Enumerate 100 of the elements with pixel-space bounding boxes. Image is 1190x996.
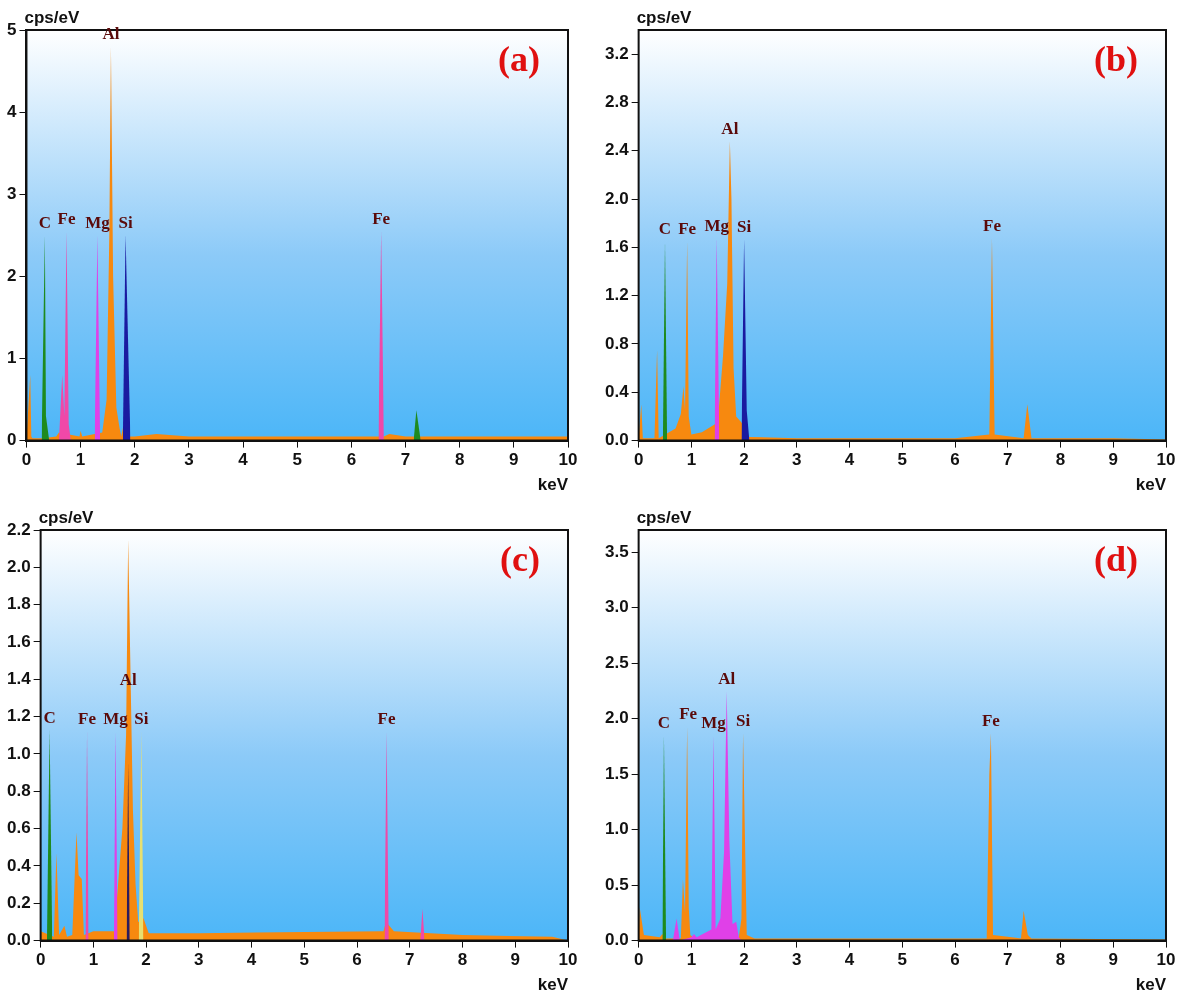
x-tick-label: 4 [844, 450, 855, 470]
y-tick-label: 0.4 [604, 381, 630, 401]
x-tick-label: 8 [454, 450, 465, 470]
y-tick-label: 2.4 [604, 140, 630, 160]
x-tick-label: 9 [509, 450, 519, 470]
y-tick-label: 2.0 [604, 708, 629, 728]
y-tick-label: 0.4 [6, 855, 32, 875]
annotation: Si [118, 213, 133, 233]
x-axis-title: keV [1135, 975, 1167, 995]
x-tick-label: 1 [75, 450, 86, 470]
y-tick-label: 1.2 [604, 285, 629, 305]
x-tick-label: 6 [950, 950, 960, 970]
y-tick-label: 1.8 [6, 594, 31, 614]
x-tick-label: 7 [405, 950, 415, 970]
annotation: Fe [377, 709, 396, 729]
y-axis-title: cps/eV [636, 8, 693, 28]
x-tick-label: 10 [1156, 450, 1176, 470]
annotation: Mg [85, 213, 111, 233]
x-tick-label: 5 [897, 450, 908, 470]
x-tick-label: 2 [141, 950, 151, 970]
y-tick-label: 1 [6, 348, 17, 368]
annotation: C [658, 219, 672, 239]
x-tick-label: 4 [844, 950, 855, 970]
x-tick-label: 7 [1003, 450, 1013, 470]
y-tick-label: 2.2 [6, 519, 31, 539]
y-tick-label: 0.8 [6, 780, 31, 800]
x-tick-label: 2 [739, 950, 749, 970]
x-tick-label: 2 [130, 450, 140, 470]
chart-title: (a) [498, 39, 540, 80]
chart-title: (d) [1094, 539, 1138, 580]
x-tick-label: 8 [457, 950, 468, 970]
annotation: C [38, 213, 52, 233]
x-tick-label: 1 [686, 950, 697, 970]
annotation: Fe [981, 710, 1001, 730]
x-tick-label: 3 [792, 950, 802, 970]
y-tick-label: 3 [6, 183, 17, 203]
y-tick-label: 0.0 [604, 430, 629, 450]
x-axis-title: keV [537, 975, 569, 995]
x-tick-label: 2 [739, 450, 749, 470]
y-axis-title: cps/eV [24, 8, 80, 28]
y-tick-label: 1.0 [6, 743, 31, 763]
y-tick-label: 4 [6, 101, 17, 121]
x-tick-label: 8 [1055, 450, 1066, 470]
y-tick-label: 1.0 [604, 819, 629, 839]
y-tick-label: 3.5 [604, 541, 629, 561]
x-tick-label: 3 [194, 950, 204, 970]
x-tick-label: 6 [346, 450, 357, 470]
x-tick-label: 9 [510, 950, 520, 970]
annotation: Fe [678, 219, 697, 239]
annotation: C [43, 707, 56, 727]
annotation: C [657, 713, 671, 733]
annotation: Al [721, 118, 739, 138]
y-tick-label: 0.0 [604, 930, 629, 950]
y-tick-label: 2.5 [604, 652, 629, 672]
y-tick-label: 2.0 [6, 557, 31, 577]
x-tick-label: 4 [238, 450, 249, 470]
annotation: Fe [983, 215, 1002, 235]
annotation: Si [735, 710, 751, 730]
y-axis-title: cps/eV [38, 508, 95, 528]
annotation: Si [737, 216, 752, 236]
y-tick-label: 2.0 [604, 188, 629, 208]
y-tick-label: 3.0 [604, 597, 629, 617]
y-tick-label: 1.5 [604, 763, 629, 783]
y-tick-label: 0.8 [604, 333, 629, 353]
y-tick-label: 3.2 [604, 43, 629, 63]
x-tick-label: 7 [1003, 950, 1013, 970]
y-axis-title: cps/eV [636, 508, 693, 528]
annotation: Si [134, 709, 149, 729]
x-axis-title: keV [537, 475, 569, 495]
y-tick-label: 0.6 [6, 818, 31, 838]
y-tick-label: 2 [6, 266, 17, 286]
annotation: Al [718, 668, 736, 688]
x-tick-label: 10 [1156, 950, 1176, 970]
y-tick-label: 0.2 [6, 892, 31, 912]
x-tick-label: 4 [246, 950, 257, 970]
x-tick-label: 0 [633, 950, 644, 970]
y-tick-label: 1.4 [6, 669, 32, 688]
y-tick-label: 5 [6, 19, 17, 39]
x-tick-label: 8 [1055, 950, 1066, 970]
annotation: Fe [679, 704, 698, 724]
x-tick-label: 9 [1108, 950, 1118, 970]
x-tick-label: 5 [897, 950, 908, 970]
y-tick-label: 1.6 [6, 631, 31, 651]
x-tick-label: 7 [400, 450, 411, 470]
x-tick-label: 3 [792, 450, 802, 470]
y-tick-label: 0.5 [604, 874, 629, 894]
x-tick-label: 1 [88, 950, 99, 970]
annotation: Fe [78, 709, 97, 729]
x-tick-label: 0 [633, 450, 644, 470]
y-tick-label: 0 [6, 430, 17, 450]
x-tick-label: 5 [299, 950, 310, 970]
y-tick-label: 1.6 [604, 237, 629, 257]
x-tick-label: 6 [950, 450, 960, 470]
x-tick-label: 9 [1108, 450, 1118, 470]
x-tick-label: 5 [292, 450, 302, 470]
annotation: Fe [372, 209, 391, 229]
x-tick-label: 10 [558, 450, 578, 470]
y-tick-label: 1.2 [6, 706, 31, 726]
x-tick-label: 6 [352, 950, 362, 970]
x-tick-label: 3 [184, 450, 194, 470]
